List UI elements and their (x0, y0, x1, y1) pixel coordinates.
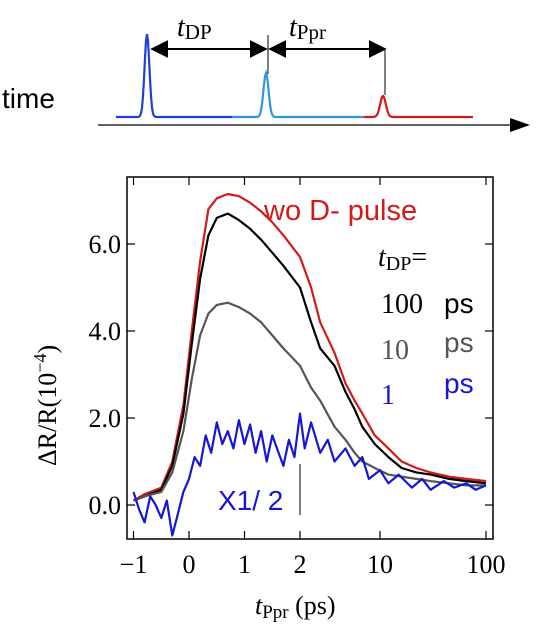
timing-diagram: time tDP tPpr (2, 12, 530, 132)
y-axis-label: ΔR/R(10−4) (30, 345, 62, 466)
x-tick-label-4: 10 (367, 550, 393, 579)
time-axis-arrowhead (510, 118, 530, 132)
legend-row-100ps: 100 ps (381, 288, 474, 320)
tdp-label: tDP (177, 12, 212, 44)
y-axis-ticks: 0.0 2.0 4.0 6.0 (89, 230, 493, 520)
legend-value-1: 1 (381, 380, 395, 411)
series-layer (132, 192, 487, 537)
tdp-legend-title: tDP= (378, 242, 427, 275)
y-tick-label-2: 4.0 (89, 317, 122, 346)
x-axis-ticks: −1 0 1 2 10 100 (120, 177, 506, 579)
legend-unit-100: ps (444, 288, 474, 319)
x-tick-label-5: 100 (467, 550, 506, 579)
plot-frame (126, 176, 494, 540)
time-label: time (2, 83, 55, 114)
y-tick-label-1: 2.0 (89, 404, 122, 433)
series-line-1 (133, 212, 487, 502)
chart: −1 0 1 2 10 100 0.0 2.0 4.0 6.0 tPpr (ps) ΔR/R(1… (30, 176, 506, 623)
legend-value-10: 10 (381, 335, 409, 366)
x-tick-label-0: −1 (120, 550, 148, 579)
pump-pulse (232, 69, 364, 119)
legend-row-1ps: 1 ps (381, 368, 474, 411)
y-tick-label-3: 6.0 (89, 230, 122, 259)
y-tick-label-0: 0.0 (89, 491, 122, 520)
d-pulse (116, 33, 232, 119)
x-axis-label: tPpr (ps) (255, 591, 336, 623)
probe-pulse (364, 94, 473, 119)
legend-unit-10: ps (444, 327, 474, 358)
scale-note: X1/ 2 (218, 485, 283, 516)
x-tick-label-3: 2 (294, 550, 307, 579)
tppr-label: tPpr (289, 12, 326, 44)
legend-value-100: 100 (381, 289, 423, 320)
wo-d-pulse-label: wo D- pulse (263, 195, 417, 227)
x-tick-label-1: 0 (183, 550, 196, 579)
legend-row-10ps: 10 ps (381, 327, 474, 366)
series-line-2 (133, 301, 486, 502)
x-tick-label-2: 1 (238, 550, 251, 579)
legend-unit-1: ps (444, 368, 474, 399)
series-line-3 (132, 412, 487, 537)
series-line-0 (132, 192, 487, 502)
